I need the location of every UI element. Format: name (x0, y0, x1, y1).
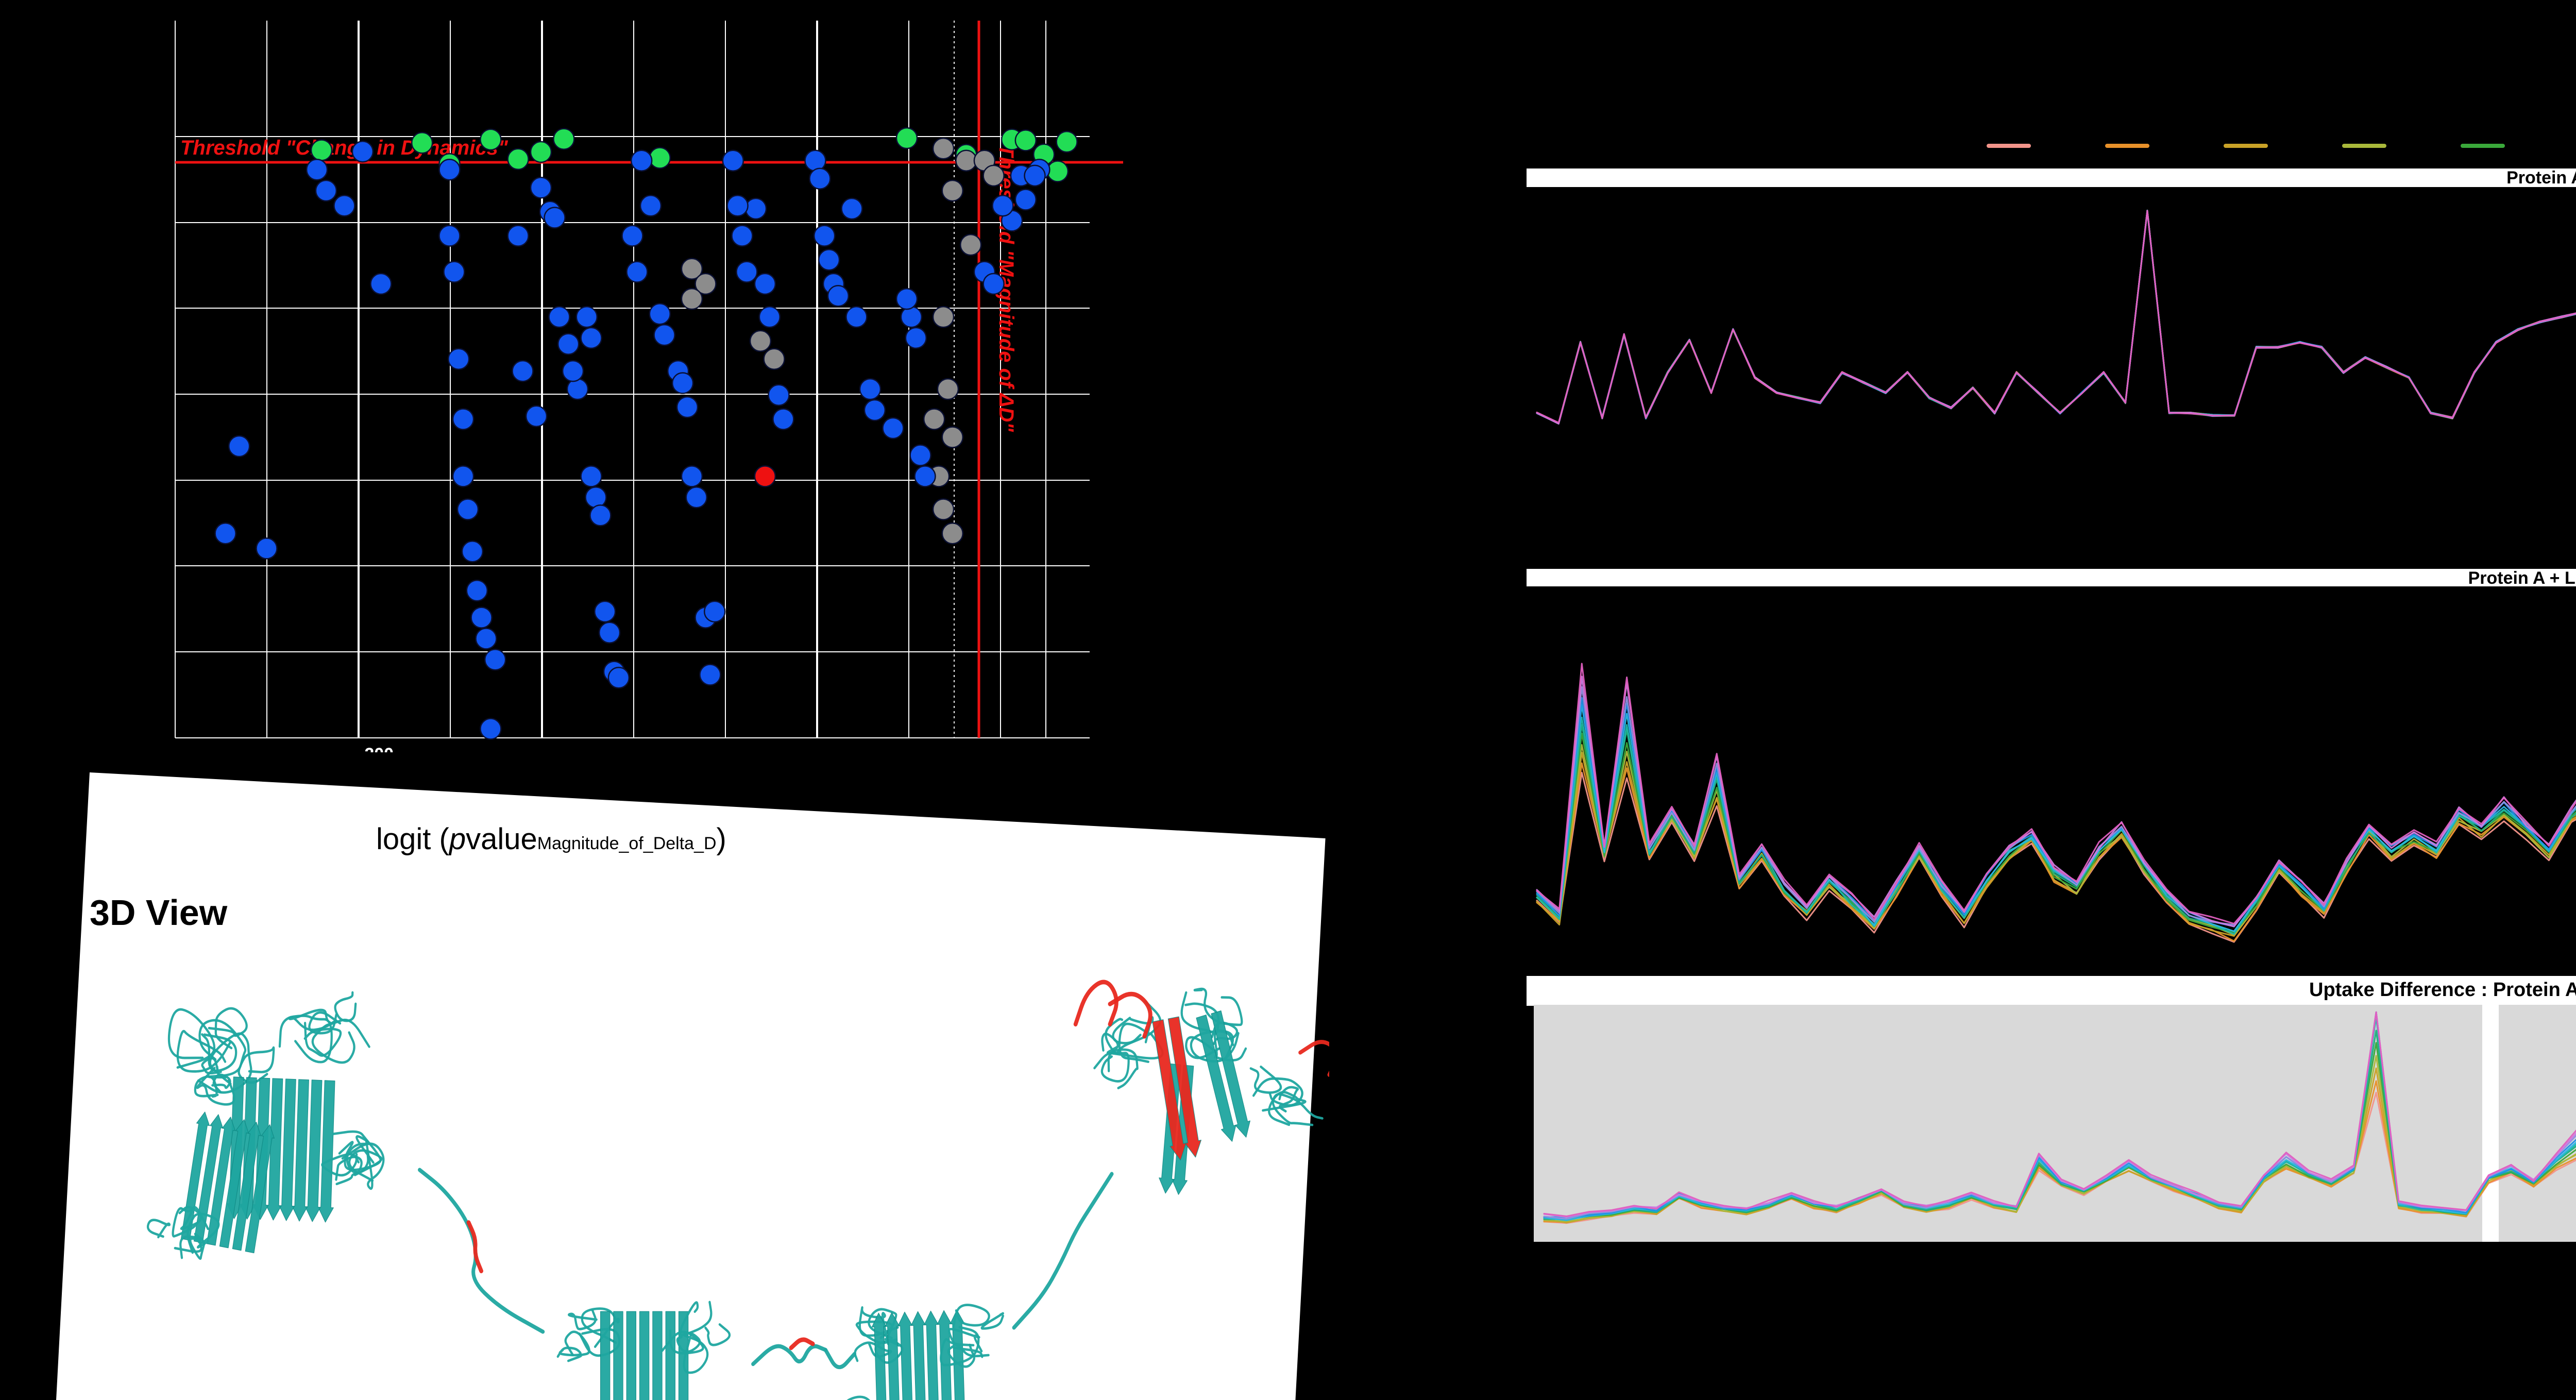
svg-text:Threshold "Change in Dynamics": Threshold "Change in Dynamics" (180, 137, 509, 159)
svg-text:-200: -200 (359, 745, 394, 752)
